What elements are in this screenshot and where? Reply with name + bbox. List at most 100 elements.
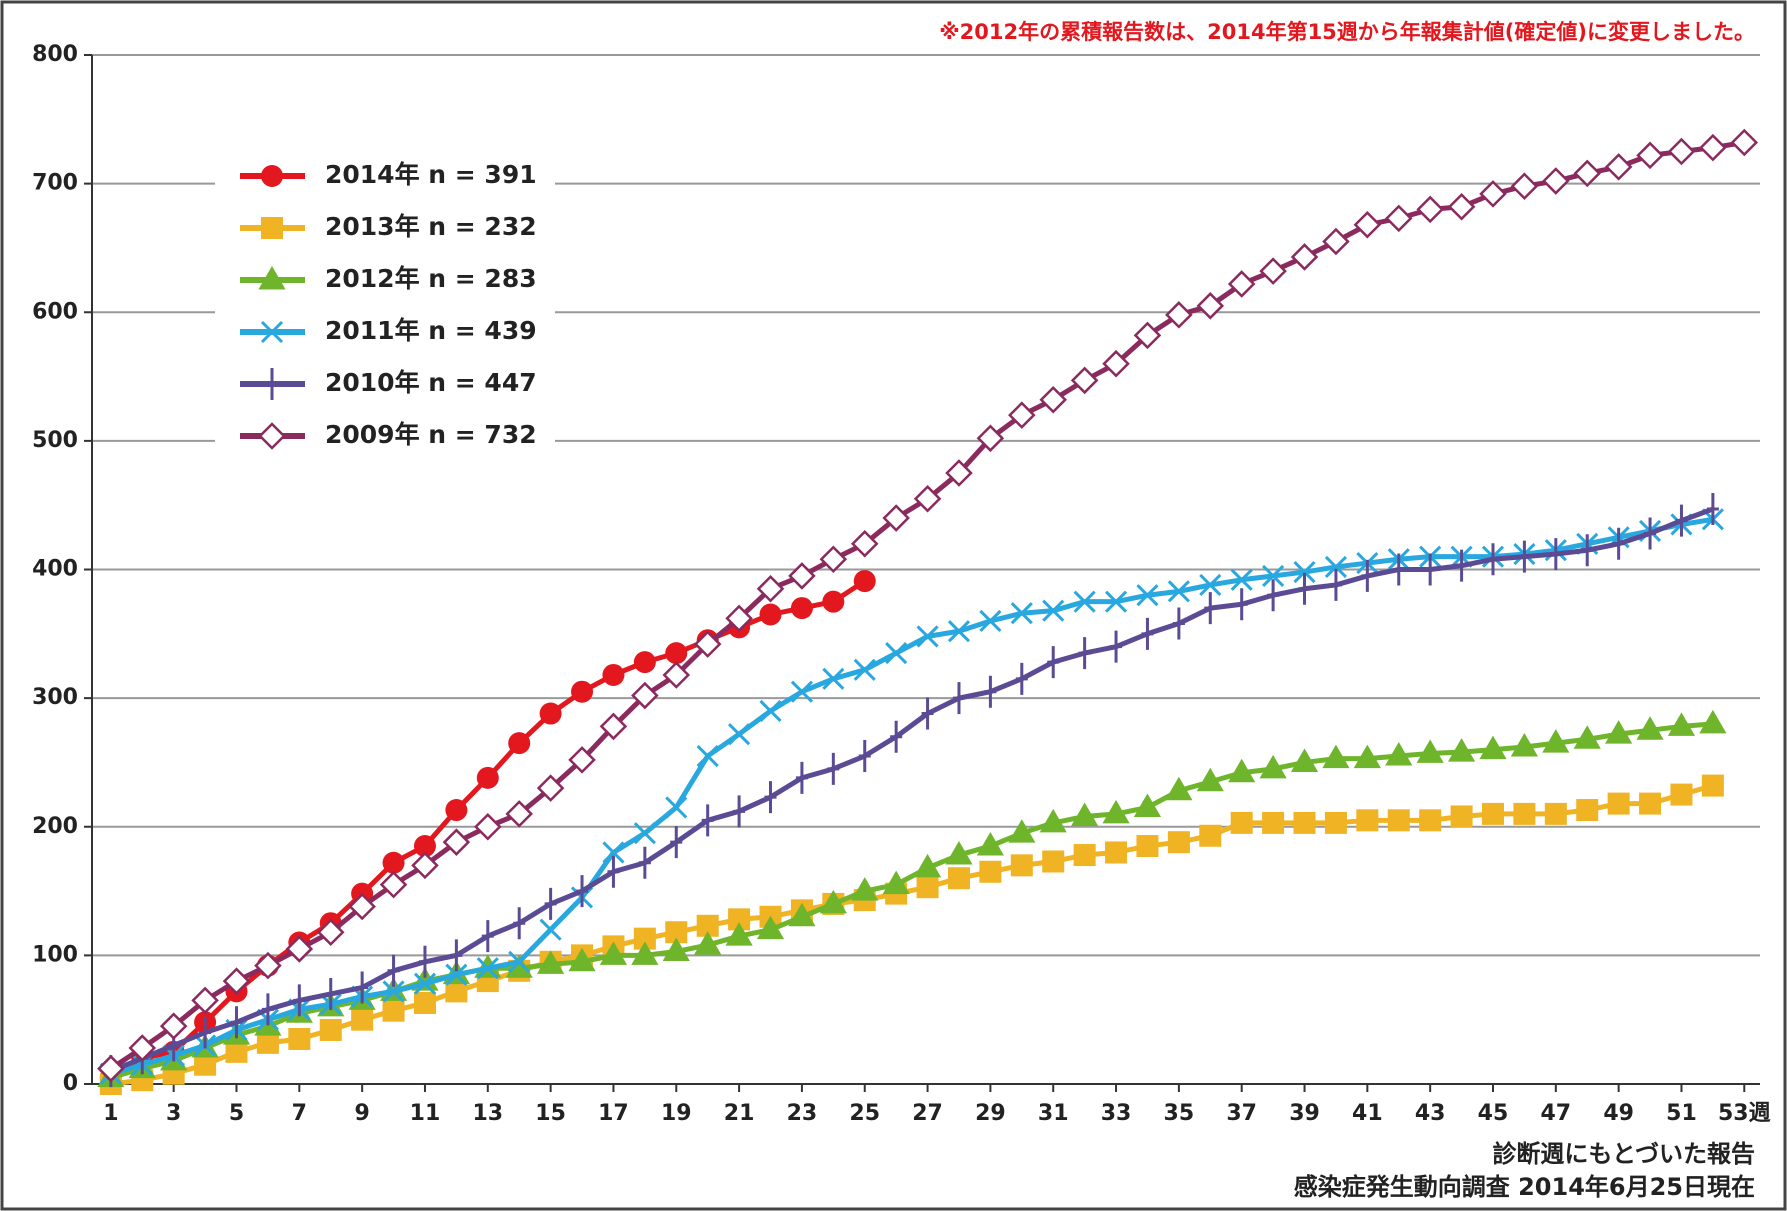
- series-line: [109, 506, 1714, 1074]
- marker: [1008, 819, 1036, 843]
- marker: [445, 980, 468, 1003]
- marker: [411, 851, 439, 880]
- marker: [1699, 133, 1727, 162]
- marker: [1730, 128, 1759, 157]
- y-tick-label: 800: [32, 42, 78, 67]
- marker: [544, 887, 557, 920]
- legend-marker: [258, 422, 286, 450]
- marker: [1322, 227, 1350, 256]
- marker: [418, 945, 431, 978]
- x-tick-label: 45: [1478, 1101, 1509, 1126]
- marker: [1010, 602, 1033, 625]
- marker: [1073, 590, 1096, 613]
- marker: [1136, 835, 1159, 858]
- x-tick-label: 25: [849, 1101, 880, 1126]
- marker: [1259, 257, 1287, 285]
- marker: [1267, 579, 1280, 612]
- x-axis-label: 診断週にもとづいた報告: [1492, 1140, 1755, 1168]
- marker: [945, 841, 973, 865]
- marker: [348, 892, 376, 921]
- marker: [1416, 195, 1444, 224]
- marker: [1605, 720, 1633, 744]
- y-tick-label: 0: [63, 1071, 78, 1096]
- marker: [1581, 534, 1594, 567]
- marker: [1447, 738, 1476, 762]
- marker: [568, 947, 596, 972]
- marker: [413, 972, 437, 995]
- marker: [1667, 137, 1696, 166]
- marker: [694, 931, 722, 955]
- marker: [759, 699, 782, 723]
- x-tick-label: 37: [1226, 1101, 1257, 1126]
- marker: [230, 1006, 243, 1039]
- legend-label: 2009年 n = 732: [325, 420, 537, 449]
- marker: [442, 828, 471, 856]
- marker: [822, 590, 845, 613]
- legend-marker: [260, 320, 284, 344]
- y-tick-label: 500: [32, 428, 78, 453]
- marker: [1104, 590, 1128, 613]
- marker: [1549, 538, 1562, 571]
- marker: [1450, 805, 1473, 828]
- marker: [285, 935, 314, 963]
- marker: [254, 951, 282, 980]
- marker: [1486, 543, 1499, 576]
- marker: [1361, 559, 1374, 592]
- marker: [1262, 811, 1285, 834]
- marker: [759, 603, 782, 626]
- marker: [701, 804, 714, 837]
- marker: [952, 682, 965, 715]
- marker: [1706, 493, 1719, 526]
- legend-marker: [261, 165, 283, 187]
- marker: [1204, 592, 1217, 625]
- marker: [1510, 172, 1539, 200]
- marker: [788, 902, 816, 927]
- marker: [288, 1027, 311, 1050]
- marker: [1636, 716, 1664, 740]
- marker: [1510, 733, 1539, 757]
- marker: [1607, 792, 1630, 815]
- marker: [665, 642, 688, 665]
- marker: [890, 720, 903, 753]
- marker: [1518, 540, 1531, 573]
- marker: [539, 702, 562, 725]
- marker: [1667, 712, 1696, 736]
- marker: [1573, 159, 1601, 188]
- marker: [222, 967, 251, 995]
- marker: [947, 620, 971, 643]
- x-tick-label: 47: [1541, 1101, 1572, 1126]
- y-tick-label: 400: [32, 557, 78, 582]
- marker: [853, 570, 876, 593]
- marker: [790, 680, 813, 703]
- marker: [788, 562, 816, 590]
- marker: [858, 740, 871, 773]
- x-tick-label: 11: [410, 1101, 441, 1126]
- x-tick-label: 39: [1289, 1101, 1320, 1126]
- y-tick-label: 200: [32, 814, 78, 839]
- marker: [261, 993, 274, 1026]
- marker: [790, 597, 813, 620]
- marker: [1199, 824, 1222, 847]
- marker: [1078, 637, 1091, 670]
- marker: [819, 545, 848, 573]
- marker: [1102, 349, 1130, 378]
- marker: [576, 875, 589, 908]
- marker: [665, 796, 688, 819]
- x-tick-label: 31: [1038, 1101, 1069, 1126]
- marker: [1039, 808, 1067, 833]
- marker: [662, 937, 690, 962]
- marker: [1576, 799, 1599, 822]
- marker: [413, 991, 436, 1014]
- x-tick-label: 7: [292, 1101, 307, 1126]
- marker: [1479, 180, 1507, 208]
- source: 感染症発生動向調査 2014年6月25日現在: [1294, 1173, 1755, 1201]
- legend-marker: [266, 368, 278, 400]
- marker: [822, 667, 845, 690]
- marker: [1455, 549, 1468, 582]
- marker: [733, 795, 746, 828]
- x-tick-label: 5: [229, 1101, 244, 1126]
- marker: [1042, 850, 1065, 873]
- marker: [827, 752, 840, 785]
- marker: [607, 855, 620, 888]
- marker: [1612, 527, 1625, 560]
